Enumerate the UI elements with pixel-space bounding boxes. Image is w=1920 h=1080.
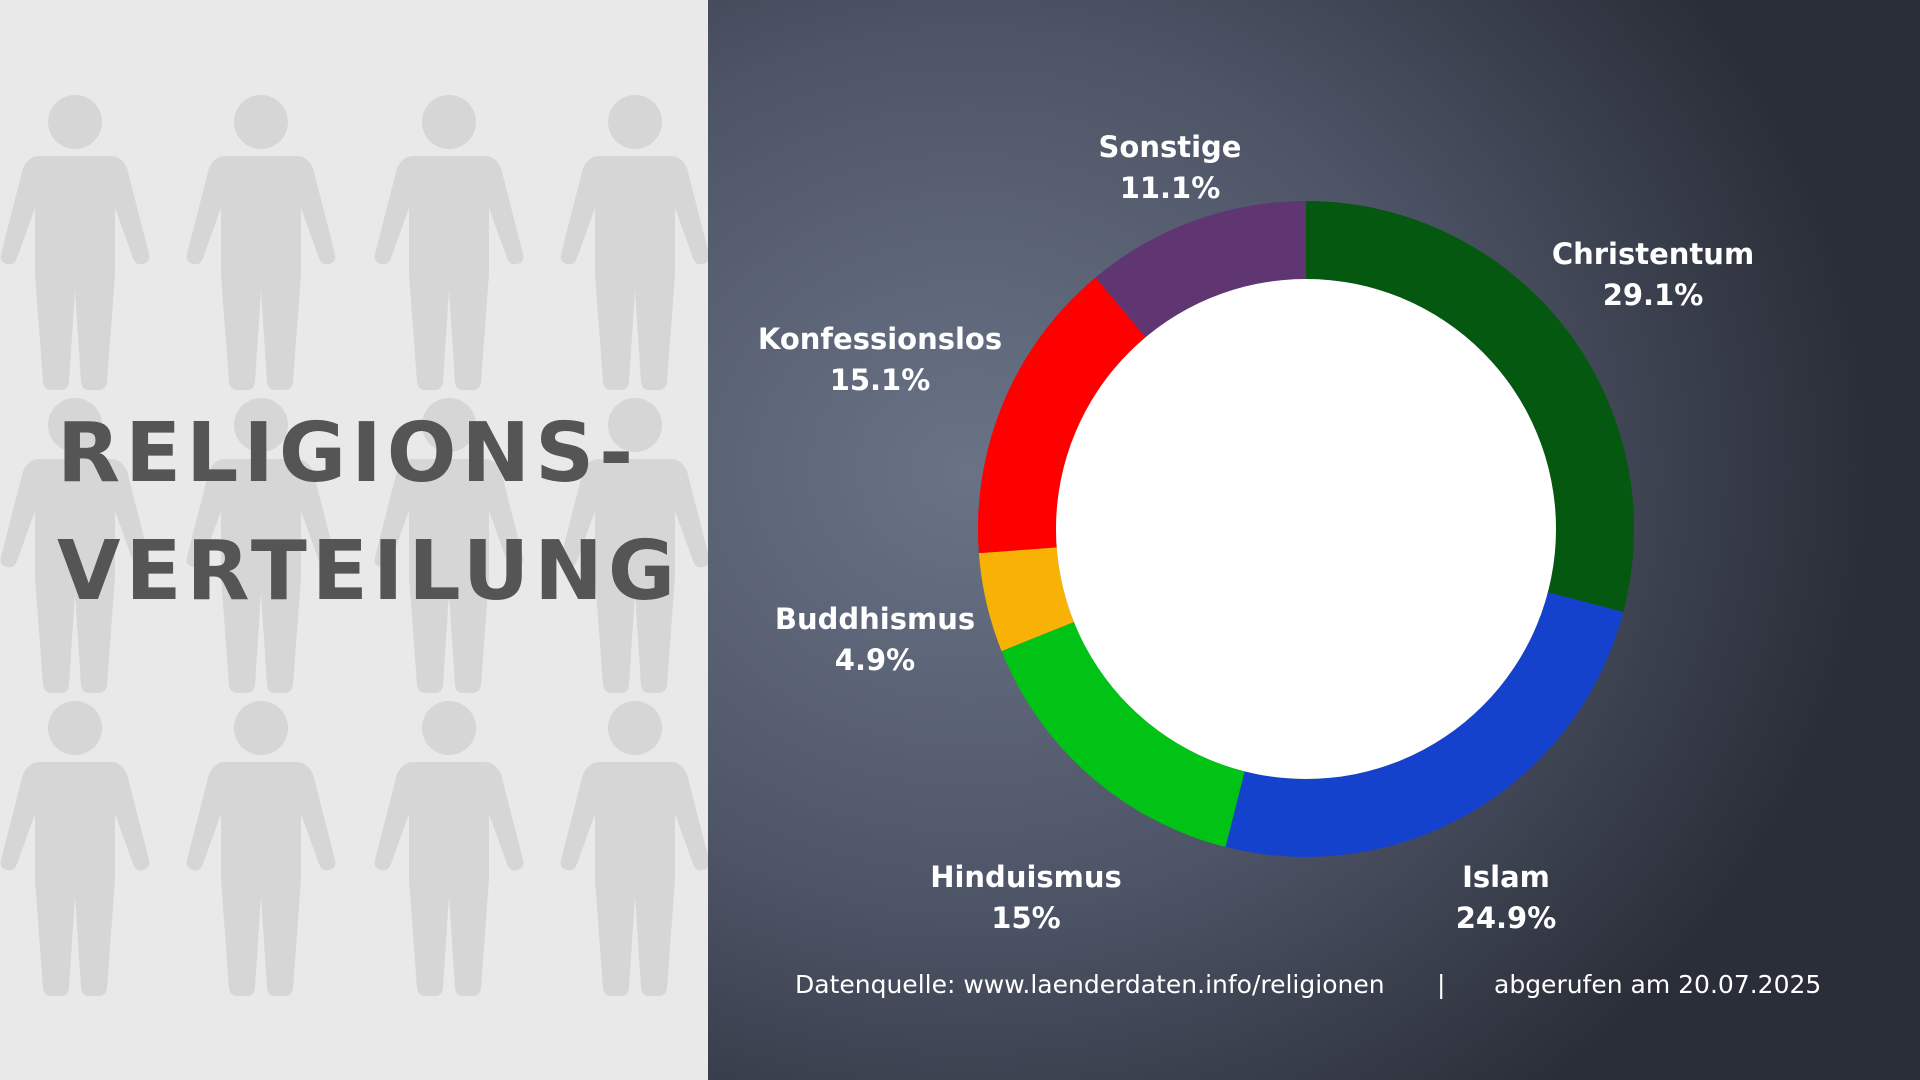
slice-label-sonstige: Sonstige (1099, 130, 1242, 164)
person-figure-icon (0, 701, 150, 996)
donut-hole (1056, 279, 1556, 779)
person-figure-icon (186, 701, 336, 996)
source-line: Datenquelle: www.laenderdaten.info/relig… (708, 970, 1920, 1010)
person-figure-icon (374, 701, 524, 996)
left-panel: RELIGIONS- VERTEILUNG (0, 0, 708, 1080)
person-figure-icon (560, 95, 708, 390)
slice-hinduismus (1001, 622, 1245, 847)
slice-value-hinduismus: 15% (991, 901, 1060, 935)
slice-label-islam: Islam (1462, 860, 1550, 894)
slice-value-konfessionslos: 15.1% (830, 363, 931, 397)
person-figure-icon (560, 701, 708, 996)
slice-value-islam: 24.9% (1456, 901, 1557, 935)
retrieved-date: abgerufen am 20.07.2025 (1494, 970, 1822, 999)
slice-label-konfessionslos: Konfessionslos (758, 322, 1002, 356)
slice-christentum (1306, 201, 1634, 612)
religion-donut-chart: Christentum 29.1% Islam 24.9% Hinduismus 15% B… (758, 130, 1754, 935)
chart-panel: Christentum 29.1% Islam 24.9% Hinduismus 15% B… (708, 0, 1920, 1080)
source-text: Datenquelle: www.laenderdaten.info/relig… (795, 970, 1385, 999)
page-title-line-1: RELIGIONS- (57, 406, 639, 501)
page-title-line-2: VERTEILUNG (57, 524, 681, 619)
page-title: RELIGIONS- VERTEILUNG (57, 395, 680, 631)
donut-labels: Christentum 29.1% Islam 24.9% Hinduismus 15% B… (758, 130, 1754, 935)
donut-slices (978, 201, 1634, 857)
slice-islam (1225, 592, 1624, 857)
source-separator: | (1437, 970, 1446, 999)
slice-konfessionslos (978, 277, 1146, 554)
slice-value-buddhismus: 4.9% (835, 643, 915, 677)
slice-label-hinduismus: Hinduismus (930, 860, 1122, 894)
slice-buddhismus (978, 547, 1074, 652)
slice-value-christentum: 29.1% (1603, 278, 1704, 312)
slice-sonstige (1095, 201, 1306, 338)
slice-label-buddhismus: Buddhismus (775, 602, 975, 636)
slice-value-sonstige: 11.1% (1120, 171, 1221, 205)
slice-label-christentum: Christentum (1552, 237, 1754, 271)
person-figure-icon (186, 95, 336, 390)
person-figure-icon (0, 95, 150, 390)
person-figure-icon (374, 95, 524, 390)
